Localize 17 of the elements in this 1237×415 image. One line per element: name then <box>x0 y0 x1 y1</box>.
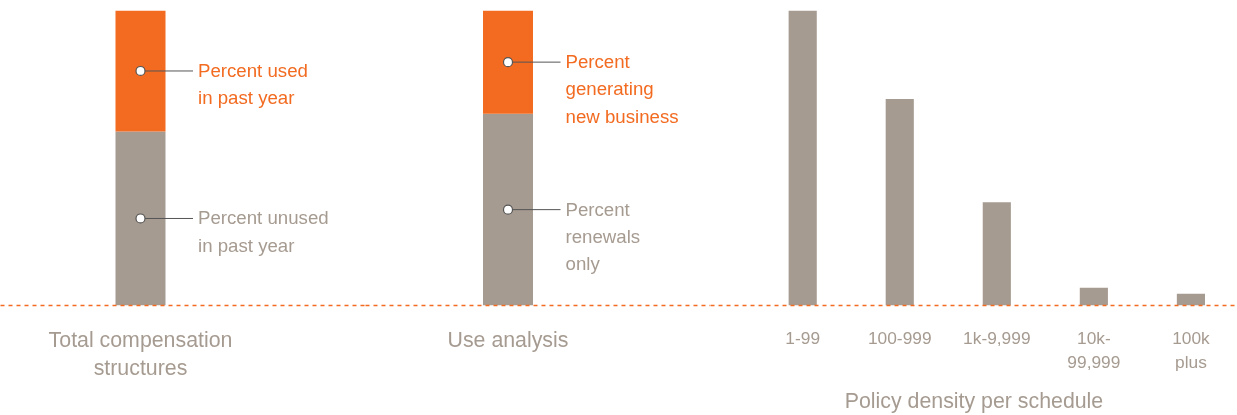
x-tick-label: 1k-9,999 <box>963 327 1031 348</box>
series-label: Percent unused in past year <box>198 207 329 256</box>
x-axis-title: Policy density per schedule <box>844 388 1104 413</box>
series-label: Percent renewals only <box>565 198 641 275</box>
bar <box>885 99 914 306</box>
bar <box>1176 293 1205 306</box>
bar <box>982 202 1011 306</box>
x-tick-label: Total compensation structures <box>48 327 233 381</box>
x-tick-label: Use analysis <box>447 327 569 352</box>
x-tick-label: 100-999 <box>867 327 932 348</box>
x-tick-label: 100k plus <box>1172 327 1211 372</box>
x-tick-label: 10k- 99,999 <box>1067 327 1121 372</box>
bar <box>1079 287 1108 306</box>
series-label: Percent generating new business <box>565 51 679 127</box>
x-tick-label: 1-99 <box>785 327 821 348</box>
series-label: Percent used in past year <box>198 59 308 109</box>
bar <box>788 10 817 306</box>
